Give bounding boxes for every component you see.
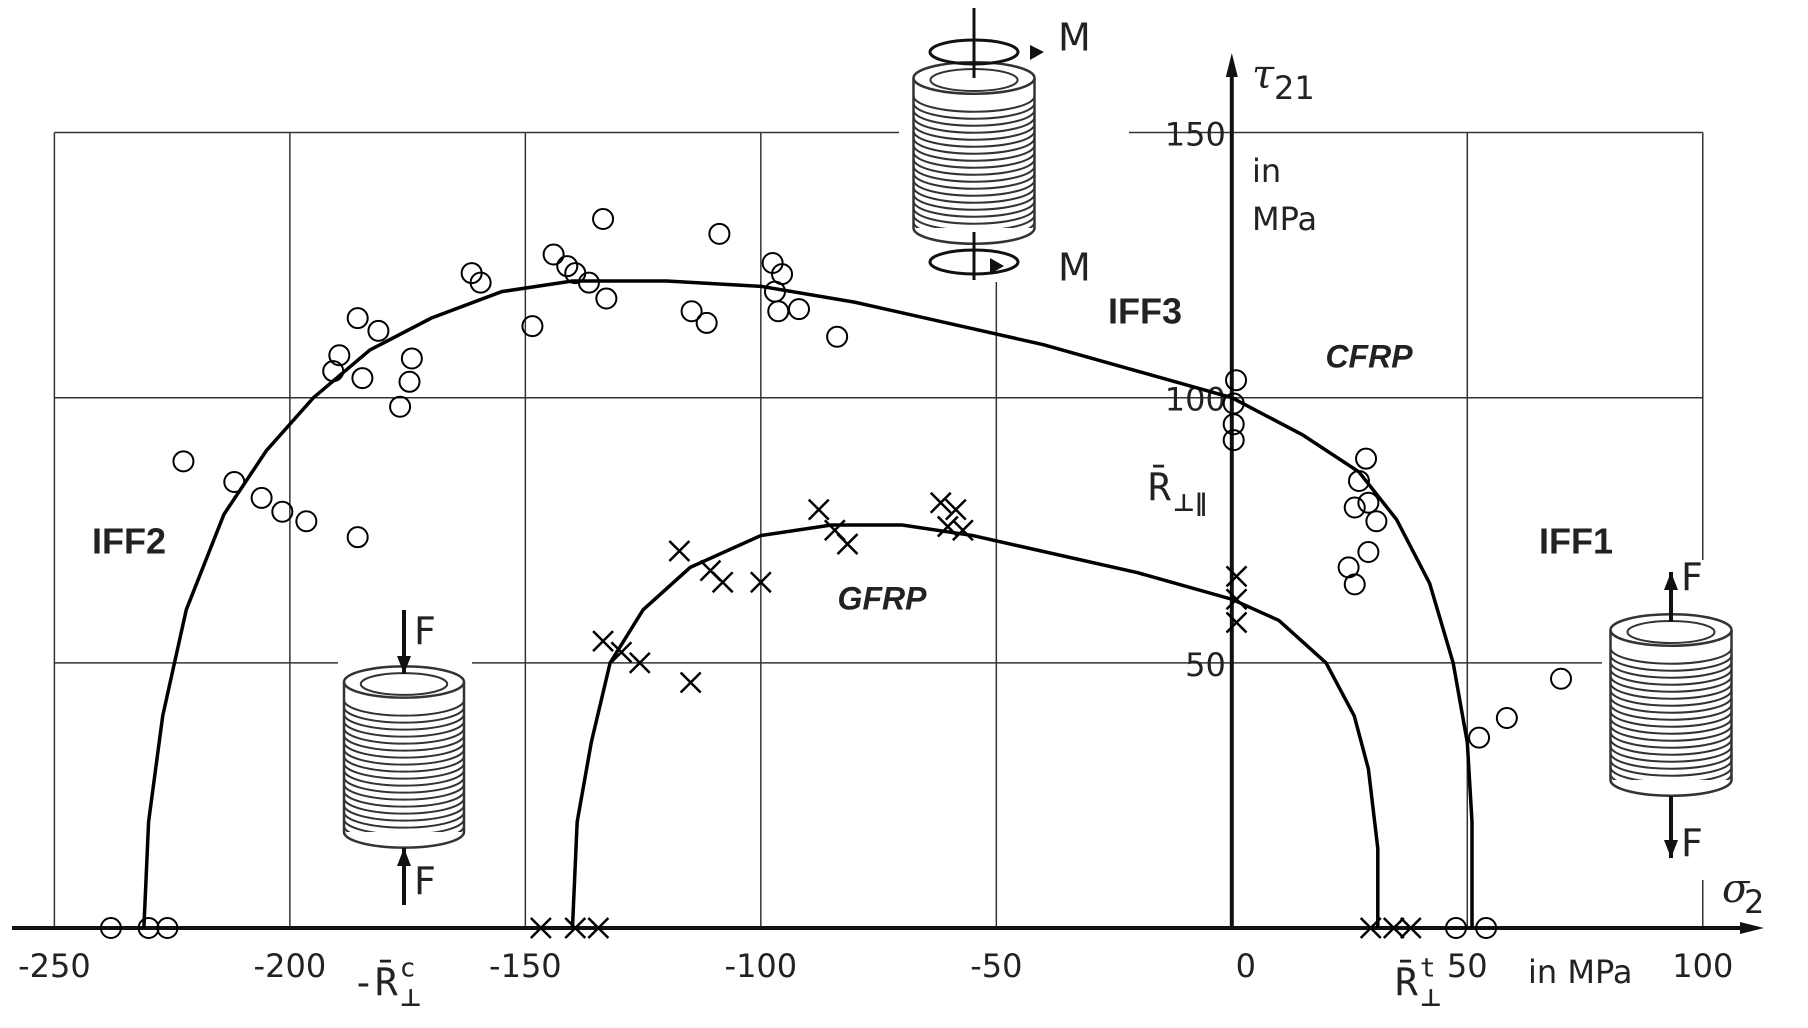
strength-symbol: R̄ <box>1395 961 1418 1005</box>
strength-sup: t <box>1420 954 1436 984</box>
data-point <box>1551 669 1571 689</box>
annotation: IFF2 <box>92 521 166 562</box>
icon-label: M <box>1058 16 1091 60</box>
axis-label-sub: 21 <box>1274 69 1315 107</box>
data-point <box>1345 497 1365 517</box>
x-tick-label: 100 <box>1672 947 1733 985</box>
data-point <box>1356 449 1376 469</box>
x-tick-label: -200 <box>254 947 327 985</box>
y-axis-arrow <box>1226 53 1238 77</box>
data-point <box>1345 574 1365 594</box>
x-unit: in MPa <box>1528 953 1632 991</box>
data-point <box>1226 370 1246 390</box>
coil-top-inner <box>1627 621 1714 643</box>
strength-sup: c <box>400 954 416 984</box>
data-point <box>827 327 847 347</box>
icon-label: F <box>1681 556 1703 600</box>
x-axis-arrow <box>1740 922 1764 934</box>
data-point <box>1358 493 1378 513</box>
x-tick-label: -250 <box>18 947 91 985</box>
y-unit: MPa <box>1252 200 1317 238</box>
icon-label: F <box>414 610 436 654</box>
data-point <box>348 527 368 547</box>
data-point <box>1469 728 1489 748</box>
data-point <box>352 368 372 388</box>
x-tick-label: 0 <box>1236 947 1256 985</box>
series-label: CFRP <box>1325 338 1413 374</box>
data-point <box>697 313 717 333</box>
data-point <box>368 321 388 341</box>
chart: -250-200-150-100-5005010050100150CFRPGFR… <box>0 0 1808 1028</box>
data-point <box>837 534 857 554</box>
data-point <box>669 541 689 561</box>
data-point <box>768 301 788 321</box>
coil-top-inner <box>361 673 447 695</box>
strength-sub: ⊥∥ <box>1173 489 1207 517</box>
data-point <box>296 511 316 531</box>
data-point <box>593 209 613 229</box>
data-point <box>953 520 973 540</box>
data-point <box>809 500 829 520</box>
data-point <box>681 672 701 692</box>
strength-symbol: -R̄ <box>352 961 398 1005</box>
data-point <box>252 488 272 508</box>
axis-label-sub: 2 <box>1744 883 1764 921</box>
annotation: IFF3 <box>1108 291 1182 332</box>
y-unit: in <box>1252 152 1281 190</box>
data-point <box>402 348 422 368</box>
data-point <box>224 472 244 492</box>
data-point <box>1227 566 1247 586</box>
y-tick-label: 150 <box>1165 116 1226 154</box>
page: -250-200-150-100-5005010050100150CFRPGFR… <box>0 0 1808 1028</box>
coil-icon <box>1611 614 1732 795</box>
x-tick-label: -100 <box>725 947 798 985</box>
data-point <box>399 372 419 392</box>
data-point <box>1366 511 1386 531</box>
data-point <box>713 572 733 592</box>
series-label: GFRP <box>838 580 928 616</box>
x-tick-label: -150 <box>489 947 562 985</box>
strength-sub: ⊥ <box>1420 984 1442 1012</box>
y-tick-label: 50 <box>1185 646 1226 684</box>
data-point <box>1497 708 1517 728</box>
icon-label: F <box>1681 822 1703 866</box>
coil-icon <box>344 666 464 847</box>
icon-label: F <box>414 860 436 904</box>
data-point <box>390 397 410 417</box>
axis-label: τ <box>1252 52 1275 98</box>
strength-sub: ⊥ <box>400 984 422 1012</box>
x-tick-label: 50 <box>1447 947 1488 985</box>
coil-icon <box>914 62 1035 243</box>
data-point <box>593 631 613 651</box>
x-tick-label: -50 <box>970 947 1022 985</box>
icon-label: M <box>1058 246 1091 290</box>
data-point <box>596 289 616 309</box>
annotation: IFF1 <box>1539 521 1613 562</box>
data-point <box>544 245 564 265</box>
data-point <box>789 299 809 319</box>
data-point <box>1358 542 1378 562</box>
strength-symbol: R̄ <box>1148 466 1171 510</box>
data-point <box>1227 613 1247 633</box>
curve <box>572 525 1377 928</box>
data-point <box>173 451 193 471</box>
data-point <box>348 308 368 328</box>
data-point <box>709 224 729 244</box>
